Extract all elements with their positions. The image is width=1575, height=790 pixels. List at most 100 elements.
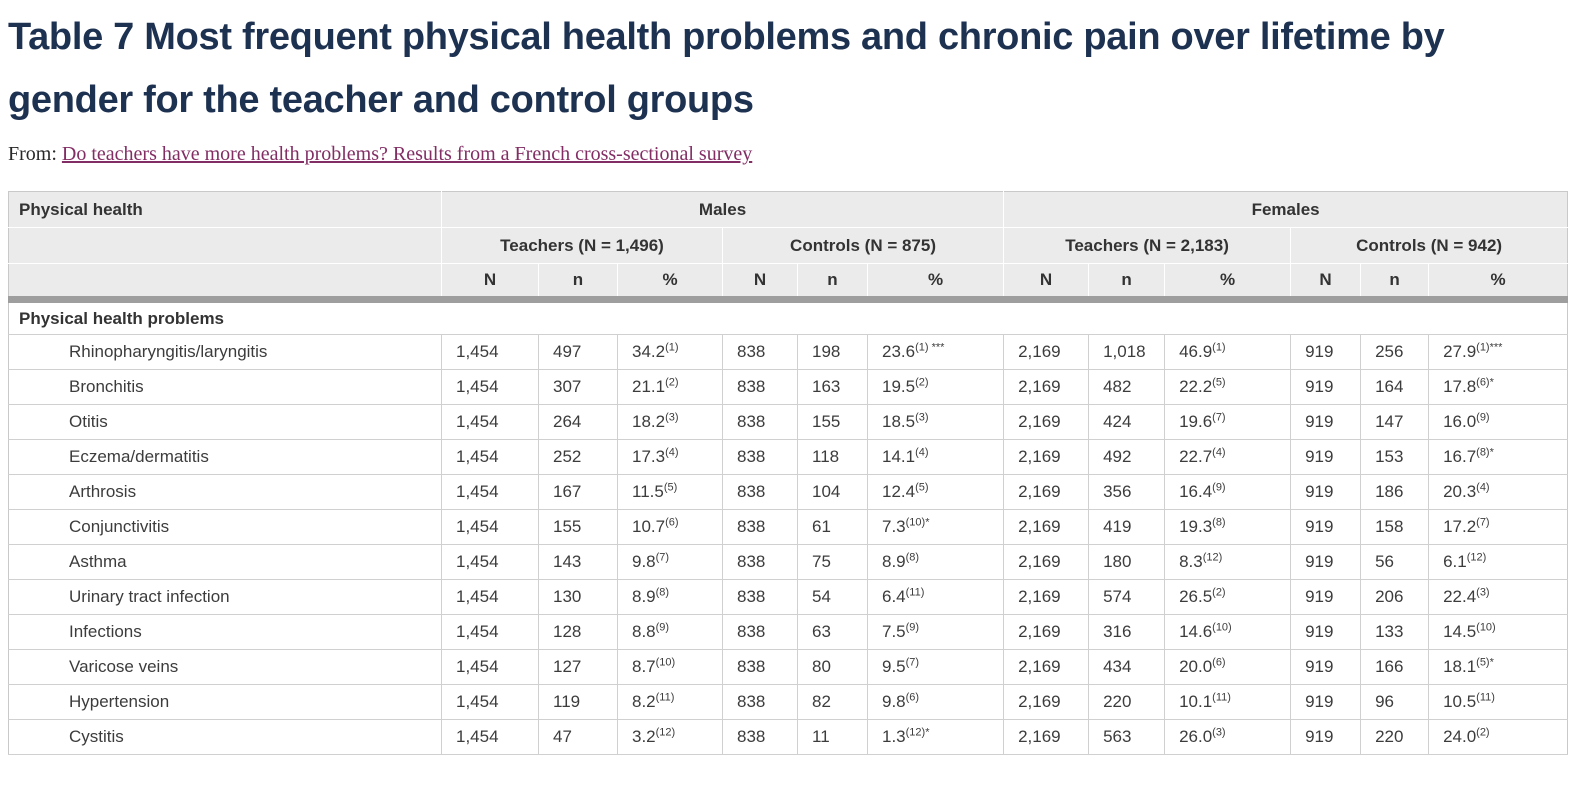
data-cell: 838 — [722, 614, 798, 651]
data-cell: 2,169 — [1003, 614, 1090, 651]
data-cell: 133 — [1360, 614, 1430, 651]
data-cell: 46.9(1) — [1164, 334, 1292, 371]
stat-header-row: N n % N n % N n % N n % — [8, 263, 1569, 304]
stat-header-n: n — [538, 263, 618, 304]
from-label: From: — [8, 143, 57, 166]
rank-superscript: (7) — [1212, 411, 1226, 424]
data-cell: 574 — [1088, 579, 1166, 616]
data-cell: 22.2(5) — [1164, 369, 1292, 406]
rank-superscript: (8) — [655, 586, 670, 599]
row-label: Eczema/dermatitis — [8, 439, 442, 476]
data-cell: 3.2(12) — [617, 719, 723, 756]
data-cell: 1.3(12)* — [867, 719, 1005, 756]
data-cell: 838 — [722, 684, 798, 721]
rank-superscript: (5) — [915, 481, 929, 494]
row-label: Conjunctivitis — [8, 509, 442, 546]
table-row: Bronchitis 1,454 307 21.1(2) 838 163 19.5(2) 2,… — [8, 369, 1568, 406]
page-title: Table 7 Most frequent physical health pr… — [8, 16, 1445, 121]
data-cell: 22.4(3) — [1428, 579, 1568, 616]
data-cell: 919 — [1290, 614, 1362, 651]
section-header: Physical health problems — [8, 299, 1568, 336]
rank-superscript: (2) — [665, 376, 679, 389]
data-cell: 34.2(1) — [617, 334, 723, 371]
data-cell: 256 — [1360, 334, 1430, 371]
data-cell: 9.8(6) — [867, 684, 1005, 721]
rank-superscript: (10) — [655, 656, 676, 669]
data-cell: 14.5(10) — [1428, 614, 1568, 651]
data-cell: 17.2(7) — [1428, 509, 1568, 546]
rank-superscript: (10)* — [905, 516, 930, 529]
data-cell: 838 — [722, 509, 798, 546]
data-cell: 2,169 — [1003, 719, 1090, 756]
data-cell: 1,454 — [441, 649, 539, 686]
rank-superscript: (12) — [655, 726, 676, 739]
table-row: Cystitis 1,454 47 3.2(12) 838 11 1.3(12)* 2,169… — [8, 719, 1568, 756]
data-cell: 1,454 — [441, 614, 539, 651]
row-label: Varicose veins — [8, 649, 442, 686]
rank-superscript: (12)* — [905, 726, 930, 739]
rank-superscript: (5) — [1212, 376, 1226, 389]
article-link[interactable]: Do teachers have more health problems? R… — [61, 143, 753, 166]
row-label: Arthrosis — [8, 474, 442, 511]
rank-superscript: (4) — [665, 446, 679, 459]
data-cell: 8.7(10) — [617, 649, 723, 686]
stat-header-pct: % — [617, 263, 723, 304]
data-cell: 6.4(11) — [867, 579, 1005, 616]
males-teachers-header: Teachers (N = 1,496) — [441, 227, 723, 265]
rank-superscript: (4) — [1476, 481, 1490, 494]
data-cell: 1,454 — [441, 544, 539, 581]
data-cell: 198 — [797, 334, 868, 371]
stat-header-n: n — [1088, 263, 1166, 304]
data-cell: 9.5(7) — [867, 649, 1005, 686]
rank-superscript: (6) — [1212, 656, 1226, 669]
data-cell: 838 — [722, 649, 798, 686]
page-container: Table 7 Most frequent physical health pr… — [8, 16, 1569, 756]
rank-superscript: (1) *** — [915, 341, 945, 354]
data-cell: 47 — [538, 719, 618, 756]
data-cell: 919 — [1290, 474, 1362, 511]
data-cell: 26.5(2) — [1164, 579, 1292, 616]
table-row: Eczema/dermatitis 1,454 252 17.3(4) 838 118 14… — [8, 439, 1568, 476]
rank-superscript: (9) — [1212, 481, 1226, 494]
rank-superscript: (5)* — [1476, 656, 1494, 669]
gender-header-row: Physical health Males Females — [8, 191, 1569, 229]
section-row: Physical health problems — [8, 299, 1568, 336]
data-cell: 2,169 — [1003, 649, 1090, 686]
data-cell: 20.0(6) — [1164, 649, 1292, 686]
data-cell: 155 — [538, 509, 618, 546]
females-group-header: Females — [1003, 191, 1569, 229]
data-cell: 482 — [1088, 369, 1166, 406]
row-label: Infections — [8, 614, 442, 651]
data-cell: 24.0(2) — [1428, 719, 1568, 756]
data-cell: 61 — [797, 509, 868, 546]
data-cell: 252 — [538, 439, 618, 476]
data-cell: 1,454 — [441, 509, 539, 546]
stat-header-N: N — [441, 263, 539, 304]
rank-superscript: (8) — [1212, 516, 1226, 529]
data-cell: 497 — [538, 334, 618, 371]
rank-superscript: (12) — [1466, 551, 1487, 564]
data-cell: 7.3(10)* — [867, 509, 1005, 546]
data-cell: 419 — [1088, 509, 1166, 546]
data-cell: 10.5(11) — [1428, 684, 1568, 721]
table-row: Infections 1,454 128 8.8(9) 838 63 7.5(9) 2,169… — [8, 614, 1568, 651]
data-cell: 27.9(1)*** — [1428, 334, 1568, 371]
data-cell: 18.5(3) — [867, 404, 1005, 441]
data-cell: 7.5(9) — [867, 614, 1005, 651]
rank-superscript: (2) — [1212, 586, 1226, 599]
data-cell: 563 — [1088, 719, 1166, 756]
data-cell: 919 — [1290, 544, 1362, 581]
data-cell: 164 — [1360, 369, 1430, 406]
data-cell: 434 — [1088, 649, 1166, 686]
data-cell: 20.3(4) — [1428, 474, 1568, 511]
data-cell: 82 — [797, 684, 868, 721]
data-cell: 307 — [538, 369, 618, 406]
data-cell: 180 — [1088, 544, 1166, 581]
data-cell: 8.9(8) — [867, 544, 1005, 581]
rank-superscript: (2) — [915, 376, 929, 389]
males-controls-header: Controls (N = 875) — [722, 227, 1005, 265]
table-header: Physical health Males Females Teachers (… — [8, 191, 1569, 304]
data-cell: 14.1(4) — [867, 439, 1005, 476]
data-cell: 838 — [722, 719, 798, 756]
table-row: Asthma 1,454 143 9.8(7) 838 75 8.9(8) 2,169 180 8… — [8, 544, 1568, 581]
